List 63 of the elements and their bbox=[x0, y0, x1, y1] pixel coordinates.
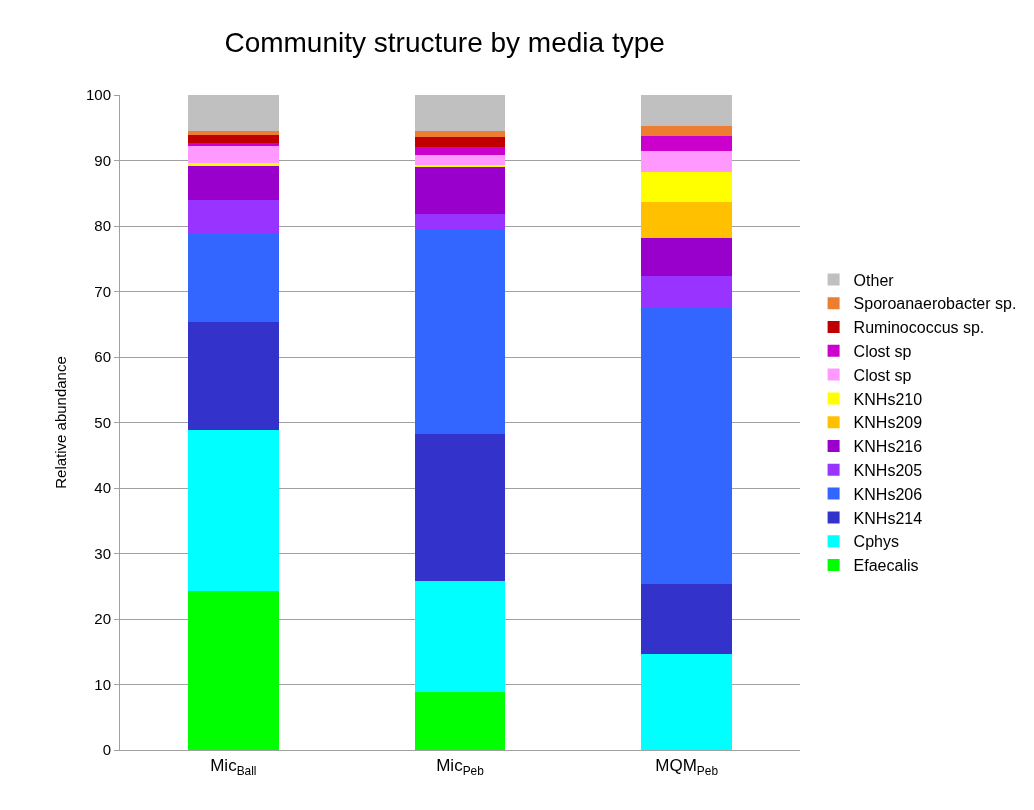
legend-label: KNHs214 bbox=[853, 509, 923, 527]
bar bbox=[414, 691, 506, 750]
y-tick-label: 20 bbox=[94, 610, 111, 628]
bar bbox=[641, 95, 732, 127]
y-tick-label: 0 bbox=[102, 741, 111, 759]
bar bbox=[641, 171, 732, 202]
chart-title: Community structure by media type bbox=[224, 27, 665, 58]
bar bbox=[188, 163, 279, 167]
y-tick-label: 90 bbox=[94, 151, 111, 169]
bar bbox=[641, 275, 732, 308]
legend-label: KNHs210 bbox=[853, 390, 923, 408]
y-tick-label: 40 bbox=[94, 479, 111, 497]
bar bbox=[414, 136, 506, 147]
bar bbox=[641, 654, 732, 750]
bar bbox=[641, 136, 732, 152]
legend-label: Sporoanaerobacter sp. bbox=[853, 295, 1017, 313]
legend-label: Other bbox=[853, 271, 895, 289]
legend-label: Clost sp bbox=[853, 366, 912, 384]
bar bbox=[188, 429, 279, 592]
bar bbox=[188, 591, 279, 750]
bar bbox=[641, 151, 732, 172]
y-axis-title: Relative abundance bbox=[52, 356, 70, 489]
bar bbox=[188, 134, 279, 144]
bar bbox=[188, 200, 279, 234]
legend-label: Clost sp bbox=[853, 343, 912, 361]
legend-label: Cphys bbox=[853, 533, 899, 551]
y-tick-label: 50 bbox=[94, 413, 111, 431]
bar bbox=[188, 322, 279, 430]
legend-label: Efaecalis bbox=[853, 557, 919, 575]
bar bbox=[188, 166, 279, 201]
bar bbox=[414, 154, 506, 166]
y-tick-label: 30 bbox=[94, 544, 111, 562]
legend-label: KNHs205 bbox=[853, 462, 923, 480]
legend-label: KNHs209 bbox=[853, 414, 923, 432]
bar bbox=[641, 307, 732, 584]
legend-label: Ruminococcus sp. bbox=[853, 319, 985, 337]
y-tick-label: 10 bbox=[94, 675, 111, 693]
bar bbox=[414, 95, 506, 132]
x-tick-label: Mic$_{Ball}$ bbox=[210, 756, 257, 778]
y-tick-label: 100 bbox=[85, 86, 111, 104]
bar bbox=[414, 131, 506, 137]
y-tick-label: 80 bbox=[94, 217, 111, 235]
bar bbox=[414, 581, 506, 692]
bar bbox=[414, 433, 506, 582]
bar bbox=[641, 126, 732, 137]
bar bbox=[188, 146, 279, 164]
bar bbox=[188, 95, 279, 132]
bar bbox=[414, 166, 506, 214]
x-tick-label: MQM$_{Peb}$ bbox=[655, 756, 719, 778]
bar bbox=[188, 143, 279, 147]
bar bbox=[641, 583, 732, 655]
bar bbox=[641, 237, 732, 276]
bar bbox=[188, 233, 279, 323]
bar bbox=[414, 213, 506, 230]
legend-label: KNHs206 bbox=[853, 485, 923, 503]
legend-label: KNHs216 bbox=[853, 438, 923, 456]
bar bbox=[188, 131, 279, 135]
x-tick-label: Mic$_{Peb}$ bbox=[436, 756, 485, 778]
bar bbox=[641, 201, 732, 238]
bar bbox=[414, 146, 506, 155]
bar bbox=[414, 229, 506, 434]
y-tick-label: 60 bbox=[94, 348, 111, 366]
y-tick-label: 70 bbox=[94, 282, 111, 300]
